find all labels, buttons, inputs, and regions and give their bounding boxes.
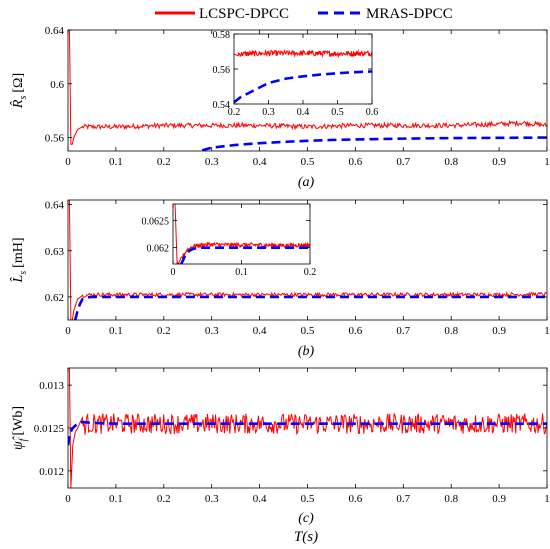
panel-c-xtick-label: 0 — [65, 493, 71, 505]
panel-b-xtick-label: 1 — [544, 325, 550, 337]
panel-a-inset-ytick-label: 0.54 — [213, 100, 231, 111]
panel-b-inset-series-mras-dpcc-line — [180, 246, 310, 264]
panel-b-xtick-label: 0.1 — [109, 325, 123, 337]
panel-a-xtick-label: 0.3 — [205, 156, 219, 168]
panel-b-inset-xtick-label: 0.2 — [304, 267, 317, 278]
panel-a-inset-ytick-label: 0.58 — [213, 30, 231, 41]
panel-a-xtick-label: 1 — [544, 156, 550, 168]
panel-b-y-axis-unit: [mH] — [11, 237, 26, 267]
panel-a-xtick-label: 0.5 — [301, 156, 315, 168]
panel-c-y-axis-subscript: f — [18, 437, 29, 441]
panel-c-ytick-label: 0.0125 — [34, 423, 65, 435]
panel-a-inset-xtick-label: 0.5 — [331, 107, 344, 118]
panel-a-xtick-label: 0.9 — [492, 156, 506, 168]
panel-b-xtick-label: 0.8 — [444, 325, 458, 337]
panel-b-y-axis-subscript: s — [18, 271, 29, 275]
panel-b-xtick-label: 0.6 — [349, 325, 363, 337]
panel-b-inset: 0 0.1 0.2 0.062 0.0625 — [142, 203, 317, 278]
panel-b-inset-ytick-label: 0.0625 — [142, 216, 170, 227]
panel-b: 0 0.1 0.2 0.3 0.4 0.5 0.6 0.7 0.8 0.9 1 0.62 0.63 0.6… — [10, 199, 550, 337]
panel-b-y-axis-symbol: L̂ — [10, 275, 26, 284]
panel-c-ytick-label: 0.012 — [39, 466, 64, 478]
panel-a-inset-xtick-label: 0.3 — [262, 107, 275, 118]
panel-c-xtick-label: 0.1 — [109, 493, 123, 505]
panel-a-xtick-label: 0.1 — [109, 156, 123, 168]
panel-c-xtick-label: 0.9 — [492, 493, 506, 505]
panel-c-y-axis-symbol: ψ̂ — [11, 435, 26, 450]
panel-b-ytick-label: 0.62 — [45, 292, 64, 304]
panel-c-series-mras-dpcc-line — [68, 420, 547, 446]
panel-b-caption: (b) — [298, 344, 315, 359]
panel-c-xtick-label: 0.2 — [157, 493, 171, 505]
panel-b-xtick-label: 0.2 — [157, 325, 171, 337]
panel-c-ytick-label: 0.013 — [39, 380, 64, 392]
panel-b-xtick-label: 0 — [65, 325, 71, 337]
panel-a-inset-xtick-label: 0.4 — [297, 107, 310, 118]
panel-b-inset-series-lcspc-dpcc-line — [173, 204, 310, 264]
panel-c-xtick-label: 0.6 — [349, 493, 363, 505]
panel-a-inset-plot-area — [234, 34, 372, 104]
panel-b-inset-xtick-label: 0.1 — [235, 267, 248, 278]
panel-a-xtick-label: 0.6 — [349, 156, 363, 168]
panel-a-y-axis-symbol: R̂ — [10, 99, 26, 109]
panel-c-y-axis-unit: [Wb] — [11, 406, 26, 436]
legend-label-mras: MRAS-DPCC — [366, 6, 453, 22]
panel-a-xtick-label: 0.4 — [253, 156, 267, 168]
panel-a-xtick-label: 0 — [65, 156, 71, 168]
panel-b-ytick-label: 0.64 — [45, 200, 65, 212]
panel-a: 0 0.1 0.2 0.3 0.4 0.5 0.6 0.7 0.8 0.9 1 0.56 0.6 0.64… — [10, 25, 550, 168]
panel-c-xtick-label: 0.5 — [301, 493, 315, 505]
panel-b-series-lcspc-dpcc-line — [68, 200, 547, 320]
legend: LCSPC-DPCC MRAS-DPCC — [155, 6, 453, 22]
panel-a-series-group — [68, 30, 547, 151]
panel-b-inset-plot-area — [173, 204, 310, 264]
panel-a-caption: (a) — [298, 175, 315, 190]
panel-b-y-axis-label: L̂s [mH] — [10, 237, 29, 283]
panel-c-xtick-label: 0.7 — [396, 493, 410, 505]
panel-a-y-axis-subscript: s — [18, 96, 29, 100]
panel-a-y-axis-label: R̂s [Ω] — [10, 73, 29, 109]
panel-b-ytick-label: 0.63 — [45, 246, 65, 258]
panel-a-inset-ytick-label: 0.56 — [213, 65, 231, 76]
panel-a-ytick-label: 0.56 — [45, 133, 65, 145]
panel-c-xtick-label: 0.3 — [205, 493, 219, 505]
panel-b-inset-series-group — [173, 204, 310, 264]
legend-label-lcspc: LCSPC-DPCC — [199, 6, 289, 22]
panel-c-series-group — [68, 368, 547, 488]
panel-a-xtick-label: 0.2 — [157, 156, 171, 168]
panel-a-y-axis-unit: [Ω] — [11, 73, 26, 93]
panel-b-inset-xtick-label: 0 — [171, 267, 176, 278]
panel-c-xtick-label: 1 — [544, 493, 550, 505]
panel-b-xtick-label: 0.7 — [396, 325, 410, 337]
panel-a-inset-xtick-label: 0.2 — [228, 107, 241, 118]
panel-c: 0 0.1 0.2 0.3 0.4 0.5 0.6 0.7 0.8 0.9 1 0.012 0.0125… — [11, 367, 550, 505]
panel-c-xtick-label: 0.4 — [253, 493, 267, 505]
panel-a-xtick-label: 0.7 — [396, 156, 410, 168]
panel-c-y-axis-label: ψ̂f[Wb] — [11, 406, 29, 450]
panel-a-ytick-label: 0.64 — [45, 25, 65, 37]
panel-a-inset-series-lcspc-dpcc-line — [234, 49, 372, 59]
panel-b-xtick-label: 0.9 — [492, 325, 506, 337]
panel-b-xtick-label: 0.3 — [205, 325, 219, 337]
panel-b-inset-ytick-label: 0.062 — [147, 244, 170, 255]
panel-a-ytick-label: 0.6 — [50, 79, 64, 91]
panel-a-series-mras-dpcc-line — [201, 136, 547, 151]
panel-b-series-group — [68, 200, 547, 320]
panel-c-caption: (c) — [298, 511, 314, 526]
panel-a-inset: 0.2 0.3 0.4 0.5 0.6 0.54 0.56 0.58 — [213, 30, 379, 118]
panel-b-xtick-label: 0.5 — [301, 325, 315, 337]
panel-b-xtick-label: 0.4 — [253, 325, 267, 337]
panel-a-series-lcspc-dpcc-line — [68, 30, 547, 145]
panel-a-inset-xtick-label: 0.6 — [366, 107, 379, 118]
panel-a-inset-series-group — [234, 49, 372, 104]
panel-a-xtick-label: 0.8 — [444, 156, 458, 168]
panel-a-inset-series-mras-dpcc-line — [234, 70, 372, 104]
panel-b-series-mras-dpcc-line — [73, 295, 547, 320]
x-axis-label: T(s) — [294, 529, 318, 545]
panel-c-xtick-label: 0.8 — [444, 493, 458, 505]
